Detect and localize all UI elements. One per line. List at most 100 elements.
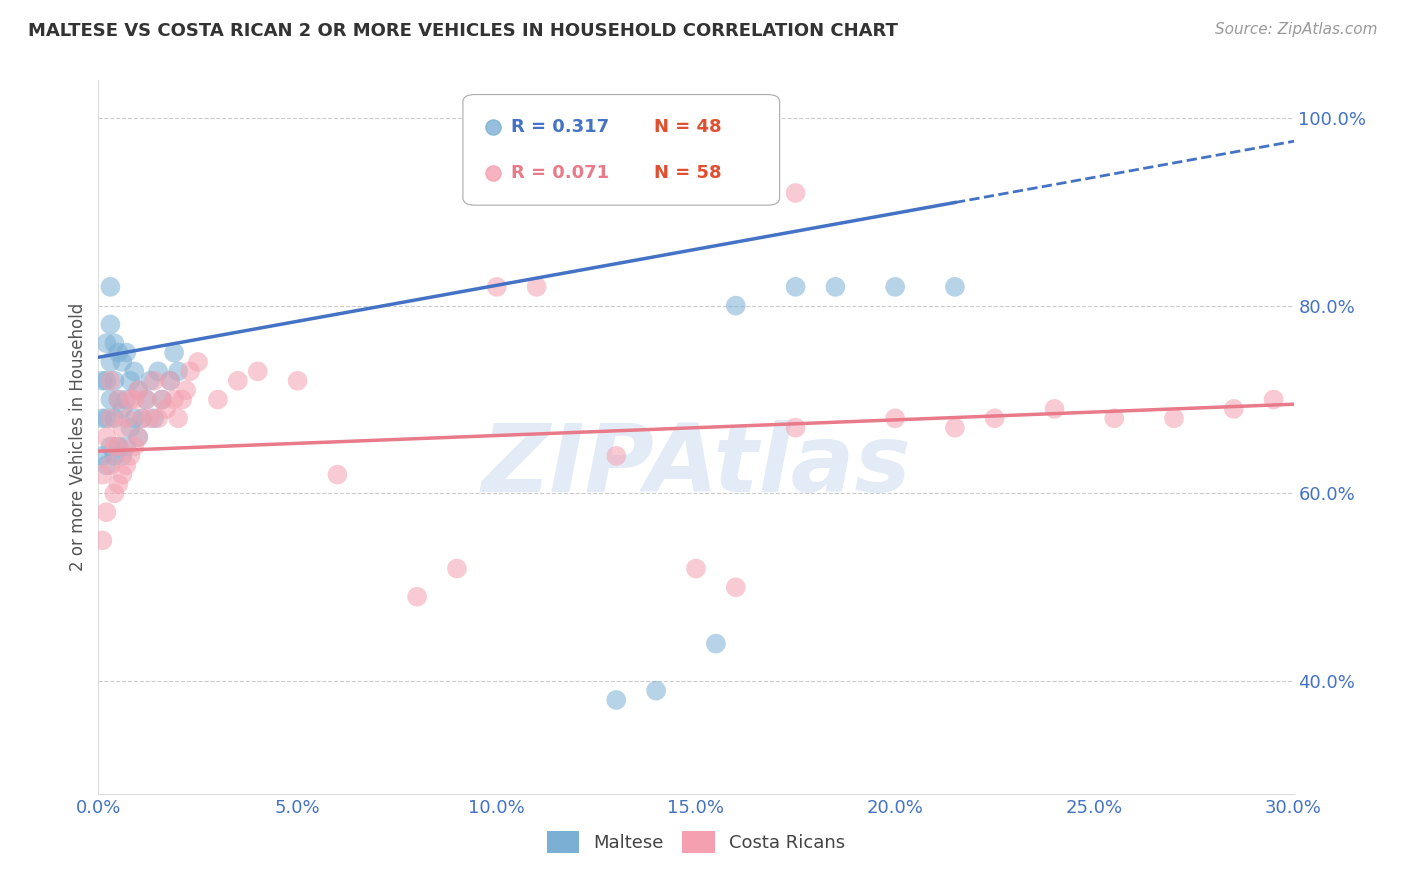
Point xyxy=(287,374,309,388)
Point xyxy=(785,186,807,200)
Point xyxy=(103,411,125,425)
Point xyxy=(124,392,146,407)
Point xyxy=(446,561,468,575)
Point xyxy=(115,440,138,454)
Point xyxy=(107,392,129,407)
Point xyxy=(96,458,118,473)
Point xyxy=(1043,401,1066,416)
Text: N = 58: N = 58 xyxy=(654,164,721,182)
Point xyxy=(174,383,197,397)
Point xyxy=(107,392,129,407)
Point xyxy=(124,440,146,454)
Point xyxy=(163,345,186,359)
Point xyxy=(943,420,966,434)
Point xyxy=(526,280,548,294)
Point xyxy=(96,336,118,351)
Point xyxy=(96,430,118,444)
Point xyxy=(685,561,707,575)
Point xyxy=(120,420,142,434)
Point xyxy=(135,392,157,407)
Point xyxy=(127,430,149,444)
Point xyxy=(246,364,269,378)
Point xyxy=(179,364,201,378)
Point xyxy=(172,392,194,407)
Point xyxy=(159,374,181,388)
Point xyxy=(406,590,429,604)
Text: ZIPAtlas: ZIPAtlas xyxy=(481,419,911,512)
Point xyxy=(124,364,146,378)
Point xyxy=(785,280,807,294)
Point xyxy=(884,280,907,294)
Point xyxy=(120,449,142,463)
Point xyxy=(1402,172,1406,186)
Point xyxy=(131,411,153,425)
Point xyxy=(150,392,173,407)
Point xyxy=(96,374,118,388)
Point xyxy=(115,392,138,407)
Point xyxy=(107,440,129,454)
Point xyxy=(724,580,747,594)
Point xyxy=(127,383,149,397)
FancyBboxPatch shape xyxy=(463,95,780,205)
Point xyxy=(98,411,122,425)
Point xyxy=(1163,411,1185,425)
Point xyxy=(131,411,153,425)
Point xyxy=(107,477,129,491)
Point xyxy=(115,411,138,425)
Point xyxy=(824,280,846,294)
Text: R = 0.071: R = 0.071 xyxy=(510,164,609,182)
Point xyxy=(167,411,190,425)
Point xyxy=(943,280,966,294)
Point xyxy=(724,299,747,313)
Point xyxy=(103,336,125,351)
Point xyxy=(645,683,668,698)
Point xyxy=(155,401,177,416)
Point xyxy=(107,440,129,454)
Point xyxy=(1104,411,1126,425)
Point xyxy=(103,449,125,463)
Point xyxy=(103,440,125,454)
Point xyxy=(1263,392,1285,407)
Point xyxy=(91,374,114,388)
Point xyxy=(785,420,807,434)
Point xyxy=(143,411,166,425)
Point xyxy=(120,392,142,407)
Point xyxy=(1402,233,1406,247)
Point xyxy=(207,392,229,407)
Point xyxy=(96,505,118,519)
Point xyxy=(98,458,122,473)
Point xyxy=(135,392,157,407)
Legend: Maltese, Costa Ricans: Maltese, Costa Ricans xyxy=(540,823,852,860)
Point xyxy=(163,392,186,407)
Text: R = 0.317: R = 0.317 xyxy=(510,118,609,136)
Point xyxy=(124,411,146,425)
Point xyxy=(167,364,190,378)
Point xyxy=(139,411,162,425)
Point xyxy=(98,355,122,369)
Point xyxy=(115,458,138,473)
Point xyxy=(111,355,134,369)
Point xyxy=(984,411,1007,425)
Point xyxy=(91,467,114,482)
Point xyxy=(127,383,149,397)
Point xyxy=(91,411,114,425)
Point xyxy=(120,374,142,388)
Point xyxy=(115,345,138,359)
Point xyxy=(143,374,166,388)
Point xyxy=(111,467,134,482)
Point xyxy=(111,420,134,434)
Point xyxy=(127,430,149,444)
Point xyxy=(111,401,134,416)
Point xyxy=(605,449,627,463)
Point xyxy=(704,637,727,651)
Point xyxy=(103,486,125,500)
Point xyxy=(107,345,129,359)
Text: MALTESE VS COSTA RICAN 2 OR MORE VEHICLES IN HOUSEHOLD CORRELATION CHART: MALTESE VS COSTA RICAN 2 OR MORE VEHICLE… xyxy=(28,22,898,40)
Point xyxy=(884,411,907,425)
Text: Source: ZipAtlas.com: Source: ZipAtlas.com xyxy=(1215,22,1378,37)
Point xyxy=(187,355,209,369)
Point xyxy=(98,440,122,454)
Point xyxy=(326,467,349,482)
Point xyxy=(485,280,508,294)
Point xyxy=(1223,401,1246,416)
